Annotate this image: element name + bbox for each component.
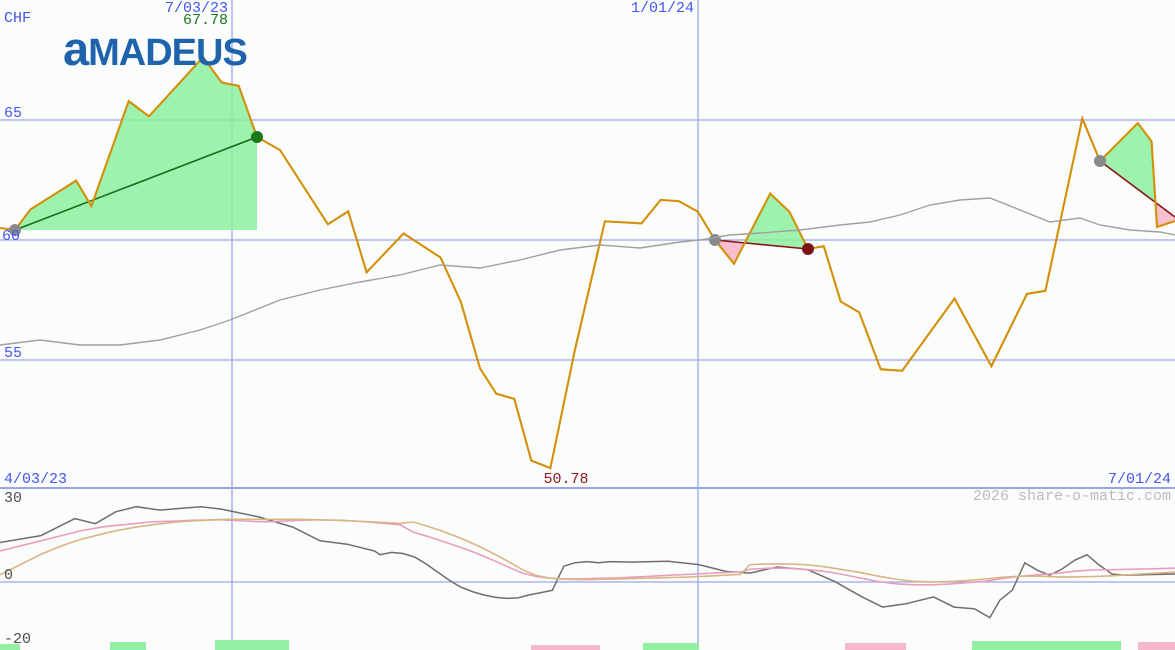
svg-text:67.78: 67.78 (183, 12, 228, 29)
svg-text:4/03/23: 4/03/23 (4, 471, 67, 488)
svg-text:0: 0 (4, 567, 13, 584)
svg-text:65: 65 (4, 105, 22, 122)
svg-text:1/01/24: 1/01/24 (631, 0, 694, 17)
svg-text:50.78: 50.78 (543, 471, 588, 488)
svg-text:2026 share-o-matic.com: 2026 share-o-matic.com (973, 488, 1171, 505)
svg-text:55: 55 (4, 345, 22, 362)
svg-text:30: 30 (4, 490, 22, 507)
svg-text:-20: -20 (4, 631, 31, 648)
svg-text:7/01/24: 7/01/24 (1108, 471, 1171, 488)
svg-text:60: 60 (2, 228, 20, 245)
svg-text:CHF: CHF (4, 10, 31, 27)
